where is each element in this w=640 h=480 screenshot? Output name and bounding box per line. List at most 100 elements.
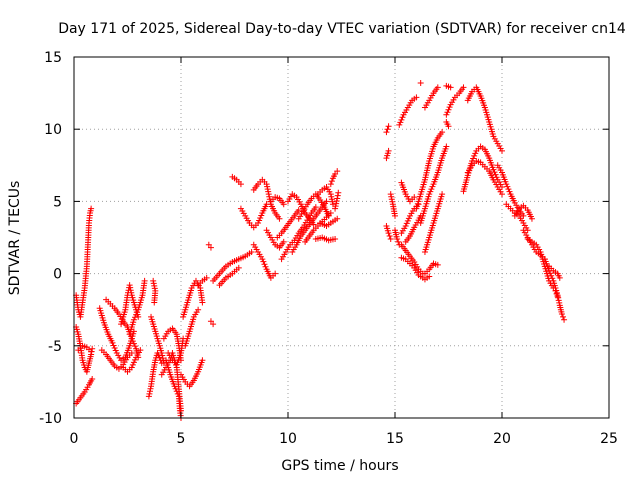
data-point-markers: [421, 84, 441, 111]
data-point-markers: [327, 168, 341, 188]
series-d3: [182, 306, 202, 349]
data-point-markers: [150, 277, 159, 306]
data-point-markers: [250, 241, 279, 281]
series-k3: [511, 202, 535, 222]
series-h5: [398, 254, 422, 279]
data-point-markers: [413, 129, 446, 212]
series-a1: [73, 205, 95, 320]
data-point-markers: [546, 263, 563, 281]
axis-ticks: [73, 56, 610, 419]
data-point-markers: [443, 118, 452, 130]
series-e6: [250, 241, 279, 281]
series-d6: [207, 318, 217, 328]
series-j2: [443, 82, 454, 91]
series-f11: [332, 189, 342, 212]
series-d4: [195, 274, 210, 289]
data-point-markers: [205, 241, 214, 251]
data-point-markers: [278, 204, 319, 263]
data-point-markers: [398, 241, 426, 277]
data-point-markers: [464, 157, 505, 198]
series-i6: [421, 260, 441, 277]
series-i1: [413, 129, 446, 212]
data-point-markers: [295, 191, 332, 222]
series-c7: [165, 335, 187, 368]
data-point-markers: [267, 194, 287, 208]
series-e7: [263, 227, 287, 251]
data-point-markers: [317, 215, 341, 229]
series-i3: [417, 79, 424, 86]
series-j3: [443, 118, 452, 130]
data-point-markers: [73, 205, 95, 320]
data-point-markers: [73, 376, 96, 407]
y-tick-label: 10: [44, 122, 62, 138]
plot-frame: [73, 56, 610, 419]
series-d5: [205, 241, 214, 251]
series-g2: [383, 147, 392, 162]
data-point-markers: [165, 335, 187, 368]
series-f2: [278, 204, 319, 263]
data-point-markers: [398, 179, 418, 205]
series-c1: [145, 350, 165, 400]
series-b5: [120, 347, 144, 375]
data-point-markers: [163, 357, 184, 421]
data-point-markers: [237, 201, 270, 231]
data-points: [73, 79, 568, 421]
series-k1: [494, 162, 527, 219]
series-a4: [75, 342, 95, 355]
x-tick-label: 25: [600, 431, 618, 447]
data-point-markers: [274, 207, 302, 241]
series-k8: [546, 263, 563, 281]
series-f1: [274, 207, 302, 241]
series-i2: [417, 143, 450, 227]
data-point-markers: [216, 264, 242, 289]
series-e1: [210, 248, 255, 284]
series-j6: [464, 84, 505, 154]
x-tick-label: 0: [70, 431, 79, 447]
data-point-markers: [195, 274, 210, 289]
y-tick-label: 5: [53, 194, 62, 210]
data-point-markers: [314, 183, 336, 208]
series-k7: [541, 256, 568, 323]
data-point-markers: [148, 313, 167, 367]
x-tick-label: 5: [177, 431, 186, 447]
y-tick-label: 0: [53, 267, 62, 283]
data-point-markers: [396, 94, 420, 128]
series-e8: [267, 194, 287, 208]
data-point-markers: [210, 248, 255, 284]
series-g1: [383, 123, 392, 136]
data-point-markers: [312, 234, 339, 244]
data-point-markers: [421, 260, 441, 277]
data-point-markers: [511, 202, 535, 222]
data-point-markers: [263, 227, 287, 251]
data-point-markers: [120, 347, 144, 375]
data-point-markers: [541, 256, 568, 323]
x-tick-label: 15: [386, 431, 404, 447]
y-tick-label: -5: [48, 339, 62, 355]
x-tick-label: 20: [493, 431, 511, 447]
x-tick-labels: 0 5 10 15 20 25: [70, 431, 618, 447]
data-point-markers: [75, 342, 95, 355]
data-point-markers: [182, 306, 202, 349]
series-f10: [327, 168, 341, 188]
series-j1: [443, 84, 467, 118]
y-axis-label: SDTVAR / TECUs: [7, 181, 23, 296]
series-h2: [398, 179, 418, 205]
data-point-markers: [417, 273, 433, 283]
data-point-markers: [417, 79, 424, 86]
data-point-markers: [332, 189, 342, 212]
data-point-markers: [494, 162, 527, 219]
series-i4: [421, 84, 441, 111]
series-j5: [464, 157, 505, 198]
data-point-markers: [207, 318, 217, 328]
data-point-markers: [126, 277, 148, 338]
data-point-markers: [417, 143, 450, 227]
data-point-markers: [387, 191, 398, 219]
series-f5: [295, 191, 332, 222]
data-point-markers: [443, 84, 467, 118]
series-i5: [421, 191, 446, 255]
series-g4: [387, 191, 398, 219]
series-b6: [126, 277, 148, 338]
data-point-markers: [421, 191, 446, 255]
series-g3: [383, 222, 394, 242]
